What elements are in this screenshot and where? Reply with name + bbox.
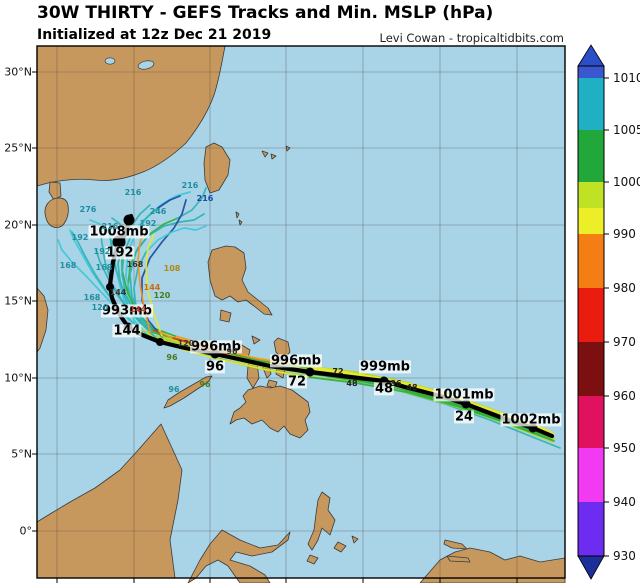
- landmasses: [36, 45, 566, 583]
- colorbar: [577, 44, 609, 580]
- landmass-halmahera: [307, 491, 336, 551]
- ensemble-track-segment: [145, 233, 163, 337]
- china-lakes: [104, 57, 155, 70]
- ensemble-track-segment: [133, 251, 159, 341]
- landmass-mindoro: [219, 309, 232, 323]
- ensemble-track-segment: [177, 187, 207, 219]
- chart-title: 30W THIRTY - GEFS Tracks and Min. MSLP (…: [37, 3, 494, 23]
- landmass-palawan: [163, 375, 213, 409]
- islet-ryukyu-3: [285, 145, 291, 152]
- landmass-luzon: [207, 245, 273, 316]
- axis-tick-marks: [32, 71, 518, 583]
- landmass-mindanao: [229, 385, 311, 439]
- ensemble-track-segment: [159, 331, 173, 339]
- chart-credit: Levi Cowan - tropicaltidbits.com: [379, 31, 565, 45]
- landmass-sulawesi: [187, 529, 291, 583]
- islet-ryukyu-1: [261, 150, 269, 158]
- landmass-maluku-islets: [306, 535, 359, 565]
- ensemble-track-segment: [157, 195, 181, 209]
- chart-subtitle: Initialized at 12z Dec 21 2019: [37, 27, 272, 43]
- landmass-china: [36, 45, 226, 187]
- map-border: [36, 45, 566, 579]
- islet-ryukyu-2: [270, 153, 277, 160]
- ensemble-track-segment: [145, 225, 207, 253]
- landmass-hainan: [44, 197, 69, 228]
- islet-batanes: [235, 211, 243, 226]
- landmass-taiwan: [203, 142, 231, 194]
- landmass-waigeo-islets: [443, 539, 471, 563]
- landmass-masbate: [251, 335, 261, 345]
